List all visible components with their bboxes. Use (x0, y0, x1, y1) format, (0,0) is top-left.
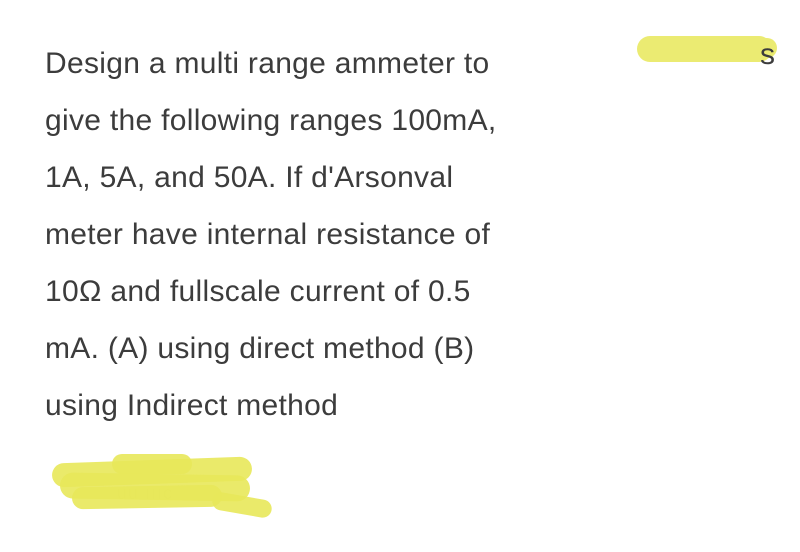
line-2: give the following ranges 100mA, (45, 92, 755, 149)
line-1: Design a multi range ammeter to (45, 35, 755, 92)
partial-visible-char: s (760, 38, 775, 72)
line-6: mA. (A) using direct method (B) (45, 320, 755, 377)
line-3: 1A, 5A, and 50A. If d'Arsonval (45, 149, 755, 206)
scribble-stroke (112, 454, 192, 474)
highlight-bottom-scribble: uu ıııc (42, 454, 292, 514)
scribble-stroke (72, 485, 222, 510)
question-text-block: Design a multi range ammeter to give the… (45, 35, 755, 434)
line-7: using Indirect method (45, 377, 755, 434)
scribble-stroke (211, 491, 273, 519)
line-4: meter have internal resistance of (45, 206, 755, 263)
line-5: 10Ω and fullscale current of 0.5 (45, 263, 755, 320)
